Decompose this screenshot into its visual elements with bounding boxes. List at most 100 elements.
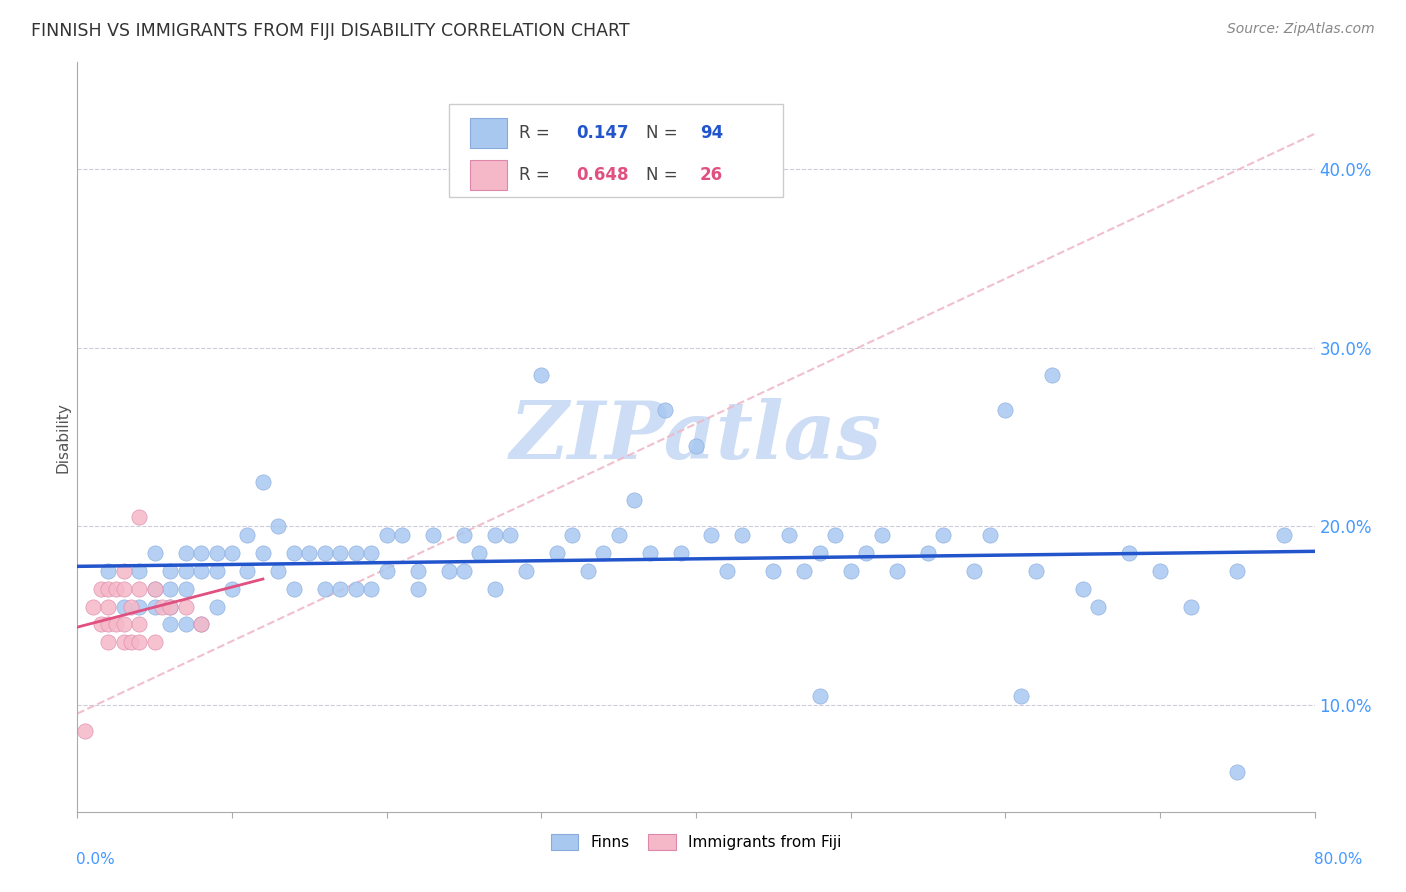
Point	[669, 546, 692, 560]
Point	[375, 564, 398, 578]
Point	[174, 546, 197, 560]
Point	[283, 546, 305, 560]
Point	[344, 582, 367, 596]
Point	[484, 582, 506, 596]
Point	[174, 564, 197, 578]
Point	[607, 528, 630, 542]
Point	[360, 546, 382, 560]
Point	[112, 635, 135, 649]
Text: Source: ZipAtlas.com: Source: ZipAtlas.com	[1227, 22, 1375, 37]
Point	[1226, 564, 1249, 578]
Point	[716, 564, 738, 578]
Point	[97, 564, 120, 578]
Point	[221, 546, 243, 560]
Point	[1180, 599, 1202, 614]
Point	[546, 546, 568, 560]
Point	[685, 439, 707, 453]
Point	[314, 546, 336, 560]
Point	[190, 564, 212, 578]
Point	[105, 582, 127, 596]
Point	[121, 599, 143, 614]
Point	[406, 564, 429, 578]
Point	[112, 617, 135, 632]
Text: ZIPatlas: ZIPatlas	[510, 399, 882, 475]
FancyBboxPatch shape	[449, 103, 783, 197]
Point	[97, 599, 120, 614]
Point	[1226, 765, 1249, 780]
Point	[159, 564, 181, 578]
Point	[236, 528, 259, 542]
Point	[221, 582, 243, 596]
Point	[623, 492, 645, 507]
Point	[824, 528, 846, 542]
Point	[143, 582, 166, 596]
Y-axis label: Disability: Disability	[55, 401, 70, 473]
Point	[143, 599, 166, 614]
Text: 80.0%: 80.0%	[1315, 852, 1362, 867]
Point	[159, 599, 181, 614]
Point	[159, 617, 181, 632]
Text: R =: R =	[519, 166, 555, 184]
Point	[205, 546, 228, 560]
Point	[174, 582, 197, 596]
Point	[1118, 546, 1140, 560]
Point	[375, 528, 398, 542]
Point	[468, 546, 491, 560]
Text: 94: 94	[700, 124, 723, 142]
Point	[344, 546, 367, 560]
Point	[808, 546, 831, 560]
Point	[314, 582, 336, 596]
Point	[267, 564, 290, 578]
Point	[700, 528, 723, 542]
Point	[1071, 582, 1094, 596]
Point	[128, 564, 150, 578]
Point	[205, 599, 228, 614]
Point	[484, 528, 506, 542]
Text: R =: R =	[519, 124, 555, 142]
Point	[1040, 368, 1063, 382]
Point	[128, 617, 150, 632]
FancyBboxPatch shape	[470, 160, 506, 190]
Point	[638, 546, 661, 560]
Point	[994, 403, 1017, 417]
Point	[97, 582, 120, 596]
Point	[128, 510, 150, 524]
Point	[932, 528, 955, 542]
Point	[870, 528, 893, 542]
Point	[128, 599, 150, 614]
Point	[152, 599, 174, 614]
Point	[1087, 599, 1109, 614]
Point	[159, 582, 181, 596]
Point	[886, 564, 908, 578]
Point	[963, 564, 986, 578]
Point	[437, 564, 460, 578]
Point	[190, 617, 212, 632]
Point	[1025, 564, 1047, 578]
Point	[112, 599, 135, 614]
Point	[808, 689, 831, 703]
Legend: Finns, Immigrants from Fiji: Finns, Immigrants from Fiji	[544, 829, 848, 856]
Point	[190, 546, 212, 560]
Point	[406, 582, 429, 596]
Point	[205, 564, 228, 578]
Text: 0.0%: 0.0%	[76, 852, 115, 867]
Point	[762, 564, 785, 578]
Point	[453, 528, 475, 542]
Point	[121, 635, 143, 649]
Point	[1272, 528, 1295, 542]
Point	[97, 635, 120, 649]
Point	[174, 617, 197, 632]
Point	[143, 635, 166, 649]
Text: N =: N =	[647, 124, 683, 142]
Text: N =: N =	[647, 166, 683, 184]
Point	[159, 599, 181, 614]
Point	[143, 582, 166, 596]
Point	[530, 368, 553, 382]
Point	[329, 546, 352, 560]
Point	[143, 546, 166, 560]
Text: 0.648: 0.648	[576, 166, 628, 184]
Point	[112, 564, 135, 578]
Point	[1149, 564, 1171, 578]
Text: 26: 26	[700, 166, 723, 184]
Point	[917, 546, 939, 560]
